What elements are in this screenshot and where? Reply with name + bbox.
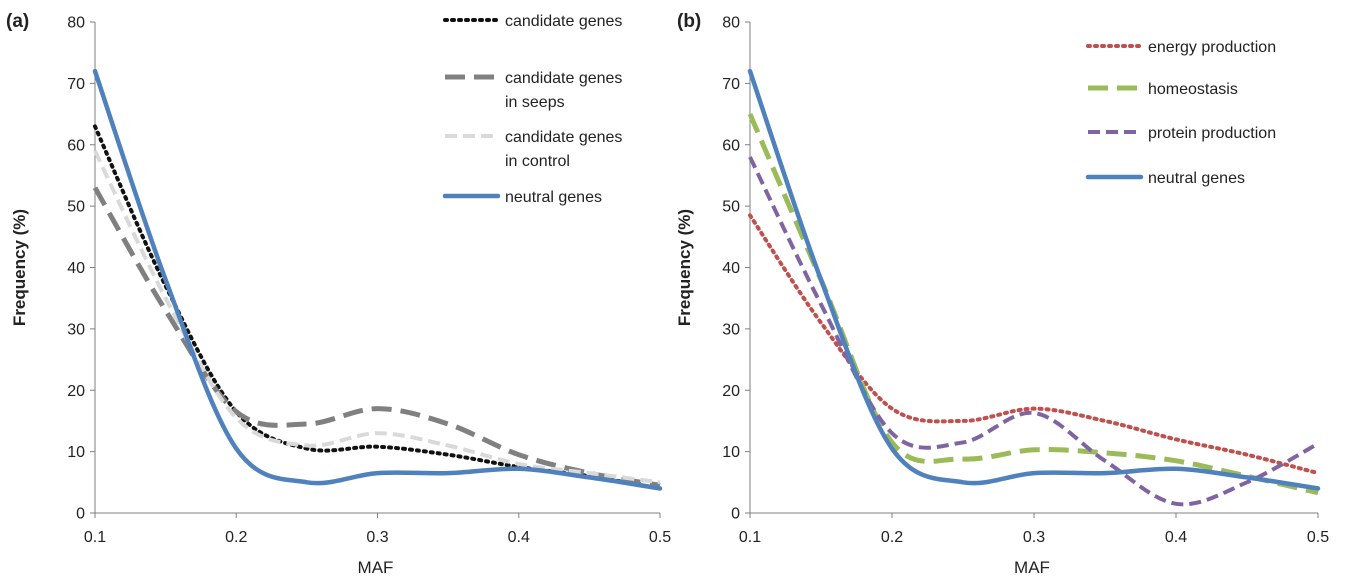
- series-line-neutral-genes: [92, 68, 663, 491]
- x-tick-label: 0.2: [881, 529, 903, 546]
- series-line-energy-production: [748, 213, 1320, 476]
- panel-b: (b) 0 10 20 30 40 50 60 70 80 0.1 0.2 0.3 0.4 0.5 MAF Fr…: [675, 11, 1329, 577]
- y-axis-title: Frequency (%): [675, 209, 694, 326]
- legend-label: protein production: [1148, 125, 1276, 142]
- series-line-protein-production: [748, 156, 1319, 507]
- y-tick-label: 70: [67, 76, 85, 93]
- legend-label: energy production: [1148, 39, 1276, 56]
- y-tick-label: 50: [722, 199, 740, 216]
- x-axis-title: MAF: [358, 558, 394, 577]
- y-tick-label: 0: [76, 506, 85, 523]
- legend-label: in control: [505, 153, 570, 170]
- x-tick-label: 0.4: [1165, 529, 1187, 546]
- y-tick-label: 80: [67, 15, 85, 32]
- legend-label: in seeps: [505, 94, 565, 111]
- y-tick-label: 80: [722, 15, 740, 32]
- y-axis-title: Frequency (%): [10, 209, 29, 326]
- x-axis-title: MAF: [1014, 558, 1050, 577]
- series-line-candidate-genes-in-seeps: [92, 186, 661, 488]
- x-tick-label: 0.3: [366, 529, 388, 546]
- y-tick-label: 20: [722, 383, 740, 400]
- legend-label: candidate genes: [505, 13, 622, 30]
- y-tick-label: 30: [67, 321, 85, 338]
- x-tick-label: 0.1: [84, 529, 106, 546]
- x-tick-label: 0.4: [508, 529, 530, 546]
- legend-label: homeostasis: [1148, 81, 1238, 98]
- x-tick-label: 0.5: [649, 529, 671, 546]
- legend-label: neutral genes: [505, 189, 602, 206]
- x-tick-label: 0.2: [225, 529, 247, 546]
- x-tick-label: 0.1: [739, 529, 761, 546]
- panel-a: (a) 0 10 20 30 40 50 60 70 80 0.1 0.2 0.3 0.4 0.5 MAF Fr…: [6, 11, 671, 577]
- y-tick-label: 40: [722, 260, 740, 277]
- y-tick-label: 40: [67, 260, 85, 277]
- legend: energy production homeostasis protein prod…: [1085, 39, 1276, 187]
- y-tick-label: 20: [67, 383, 85, 400]
- panel-label: (b): [677, 11, 701, 32]
- series-line-candidate-genes-in-control: [93, 150, 661, 485]
- y-tick-label: 10: [722, 444, 740, 461]
- legend-label: candidate genes: [505, 129, 622, 146]
- y-tick-label: 30: [722, 321, 740, 338]
- y-tick-label: 60: [722, 137, 740, 154]
- y-tick-label: 10: [67, 444, 85, 461]
- x-tick-label: 0.5: [1307, 529, 1329, 546]
- y-tick-label: 60: [67, 137, 85, 154]
- y-tick-label: 70: [722, 76, 740, 93]
- legend-label: neutral genes: [1148, 170, 1245, 187]
- legend-label: candidate genes: [505, 70, 622, 87]
- series-line-neutral-genes: [747, 68, 1321, 491]
- panel-label: (a): [6, 11, 29, 32]
- x-tick-label: 0.3: [1023, 529, 1045, 546]
- y-tick-label: 50: [67, 199, 85, 216]
- y-tick-label: 0: [731, 506, 740, 523]
- legend: candidate genes candidate genes in seeps ca…: [442, 13, 622, 206]
